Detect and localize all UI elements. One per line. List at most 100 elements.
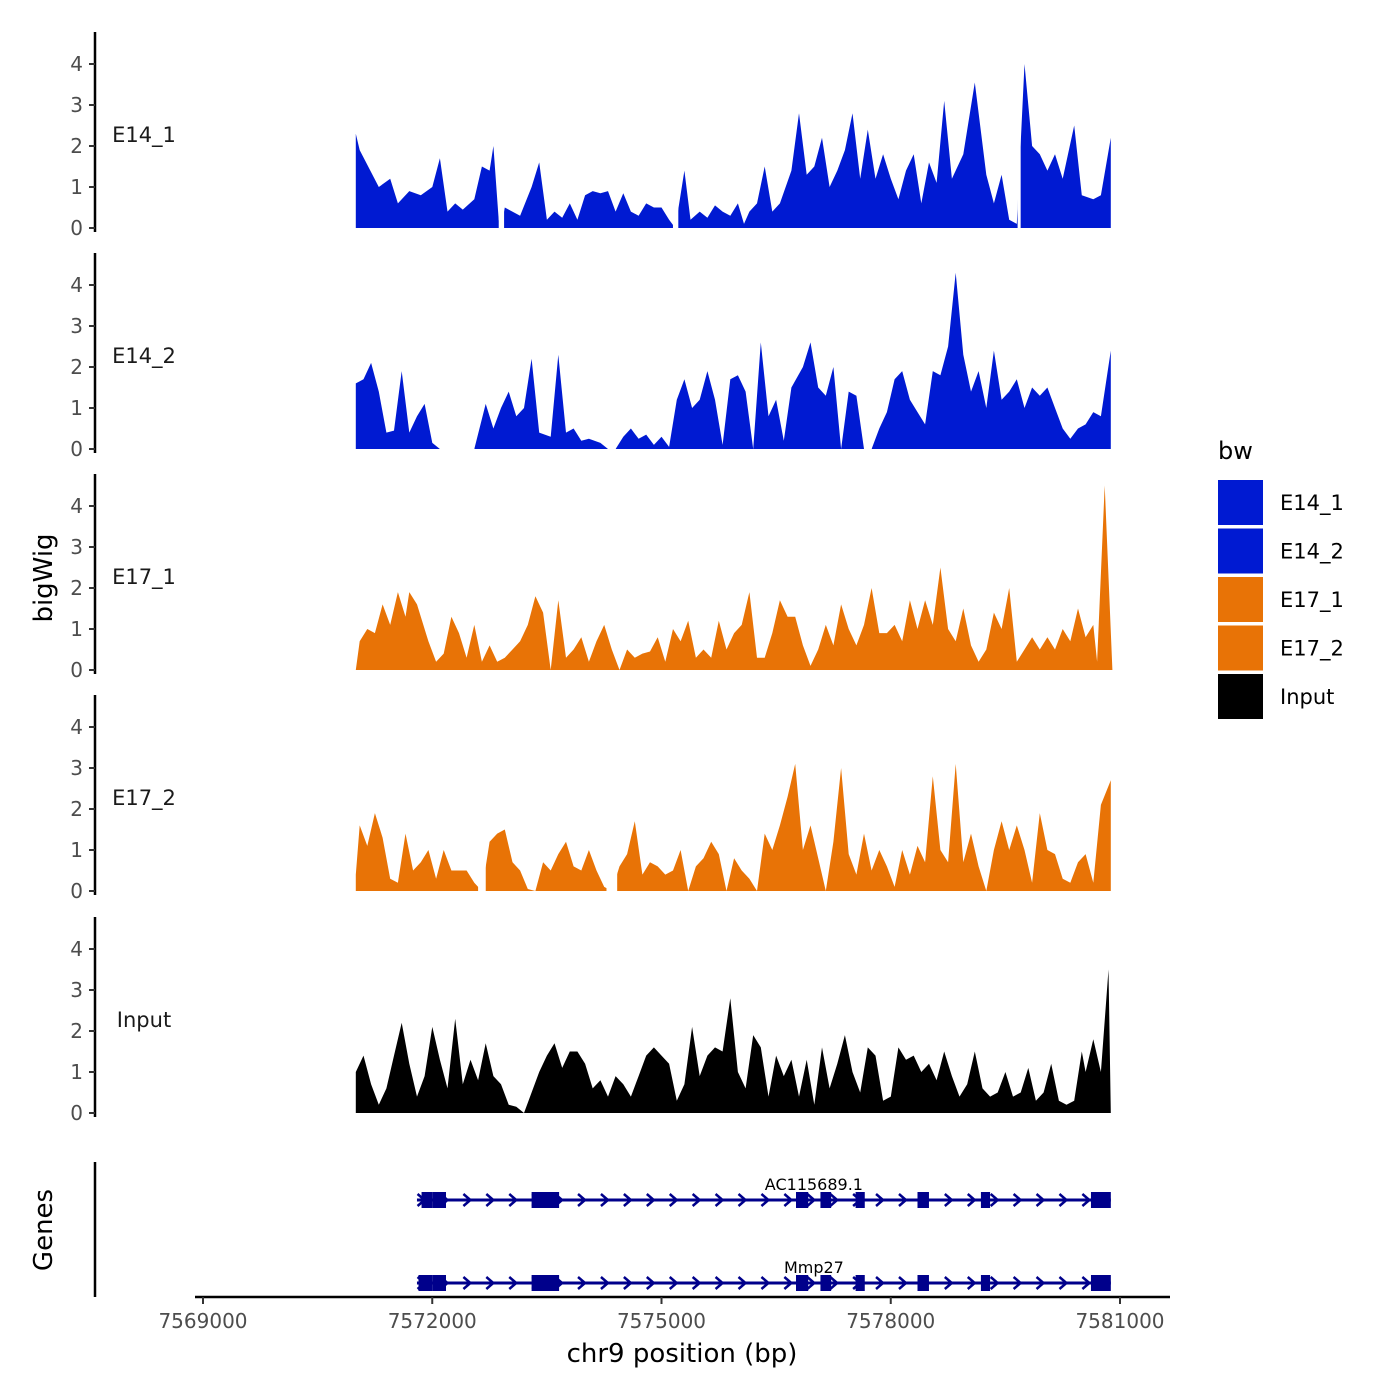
exon: [1090, 1192, 1111, 1208]
x-axis-title: chr9 position (bp): [567, 1339, 798, 1369]
strand-arrow: [806, 1193, 817, 1207]
strand-arrow: [783, 1276, 794, 1290]
y-tick-label: 4: [70, 494, 83, 518]
strand-arrow: [668, 1193, 679, 1207]
strand-arrow: [623, 1276, 633, 1290]
exon: [795, 1275, 809, 1291]
y-tick-label: 1: [70, 617, 83, 641]
strand-arrow: [944, 1276, 954, 1290]
strand-arrow: [485, 1193, 496, 1207]
strand-arrow: [1012, 1276, 1023, 1290]
coverage-gap: [1017, 35, 1021, 229]
coverage-gap: [478, 698, 486, 892]
exon: [795, 1192, 809, 1208]
legend-label: E17_2: [1280, 637, 1344, 662]
x-tick-label: 7578000: [846, 1309, 935, 1333]
gene-name: AC115689.1: [765, 1175, 863, 1194]
exon: [421, 1192, 433, 1208]
y-axis-title: bigWig: [29, 533, 59, 622]
exon: [531, 1192, 560, 1208]
coverage-gap: [606, 698, 618, 892]
genes-axis-title: Genes: [29, 1189, 59, 1271]
strand-arrow: [645, 1276, 656, 1290]
strand-arrow: [966, 1193, 977, 1207]
legend-label: E14_2: [1280, 540, 1344, 565]
y-tick-label: 1: [70, 1060, 83, 1084]
legend-title: bw: [1218, 437, 1253, 465]
strand-arrow: [898, 1193, 908, 1207]
track-label: E17_2: [112, 786, 176, 811]
exon: [432, 1275, 447, 1291]
y-tick-label: 0: [70, 658, 83, 682]
strand-arrow: [668, 1276, 679, 1290]
track-label: E17_1: [112, 565, 176, 590]
legend-swatch: [1218, 674, 1263, 719]
exon: [531, 1275, 560, 1291]
coverage-gap: [864, 256, 872, 450]
strand-arrow: [508, 1193, 519, 1207]
strand-arrow: [1012, 1193, 1023, 1207]
y-tick-label: 1: [70, 838, 83, 862]
exon: [432, 1192, 447, 1208]
track-E14_2: 0 1 2 3 4 E14_2: [70, 253, 1111, 461]
strand-arrow: [875, 1193, 885, 1207]
strand-arrow: [760, 1276, 771, 1290]
coverage-gap: [672, 35, 679, 229]
strand-arrow: [1081, 1276, 1092, 1290]
strand-arrow: [485, 1276, 496, 1290]
y-tick-label: 2: [70, 134, 83, 158]
coverage-gap: [462, 256, 475, 450]
strand-arrow: [898, 1276, 908, 1290]
area-Input: [355, 969, 1111, 1113]
exon: [855, 1192, 865, 1208]
y-tick-label: 2: [70, 576, 83, 600]
y-tick-label: 0: [70, 437, 83, 461]
y-tick-label: 2: [70, 355, 83, 379]
track-label: Input: [117, 1008, 171, 1032]
gene-AC115689.1: AC115689.1: [416, 1175, 1111, 1208]
y-tick-label: 3: [70, 756, 83, 780]
track-E14_1: 0 1 2 3 4 E14_1: [70, 32, 1111, 240]
y-tick-label: 4: [70, 715, 83, 739]
strand-arrow: [944, 1193, 954, 1207]
strand-arrow: [577, 1193, 587, 1207]
tracks-group: 0 1 2 3 4 E14_1 0 1 2 3 4 E14_2 0 1 2 3 4 E17_1 0 1 2 3 4 E17_2…: [70, 32, 1113, 1125]
strand-arrow: [600, 1193, 610, 1207]
legend-label: E17_1: [1280, 588, 1344, 613]
x-tick-label: 7575000: [617, 1309, 706, 1333]
strand-arrow: [623, 1193, 633, 1207]
strand-arrow: [577, 1276, 587, 1290]
strand-arrow: [600, 1276, 610, 1290]
genes-panel: Genes AC115689.1 Mmp27 7569000 7572000 757500…: [29, 1162, 1170, 1333]
y-tick-label: 3: [70, 535, 83, 559]
strand-arrow: [1058, 1276, 1069, 1290]
exon: [917, 1192, 929, 1208]
exon: [917, 1275, 929, 1291]
strand-arrow: [714, 1276, 725, 1290]
exon: [418, 1275, 433, 1291]
strand-arrow: [989, 1193, 1000, 1207]
strand-arrow: [829, 1276, 840, 1290]
strand-arrow: [1035, 1193, 1046, 1207]
x-tick-label: 7569000: [158, 1309, 247, 1333]
coverage-gap: [608, 256, 616, 450]
track-Input: 0 1 2 3 4 Input: [70, 917, 1111, 1125]
y-tick-label: 3: [70, 314, 83, 338]
strand-arrow: [806, 1276, 817, 1290]
legend-swatch: [1218, 528, 1263, 574]
y-tick-label: 0: [70, 1101, 83, 1125]
area-E17_2: [355, 763, 1111, 891]
exon: [980, 1275, 991, 1291]
y-tick-label: 1: [70, 396, 83, 420]
legend-label: Input: [1280, 685, 1334, 709]
y-tick-label: 4: [70, 273, 83, 297]
area-E17_1: [355, 485, 1113, 670]
strand-arrow: [645, 1193, 656, 1207]
track-label: E14_1: [112, 123, 176, 148]
strand-arrow: [508, 1276, 519, 1290]
strand-arrow: [737, 1193, 748, 1207]
y-tick-label: 1: [70, 175, 83, 199]
y-tick-label: 2: [70, 1019, 83, 1043]
strand-arrow: [714, 1193, 725, 1207]
